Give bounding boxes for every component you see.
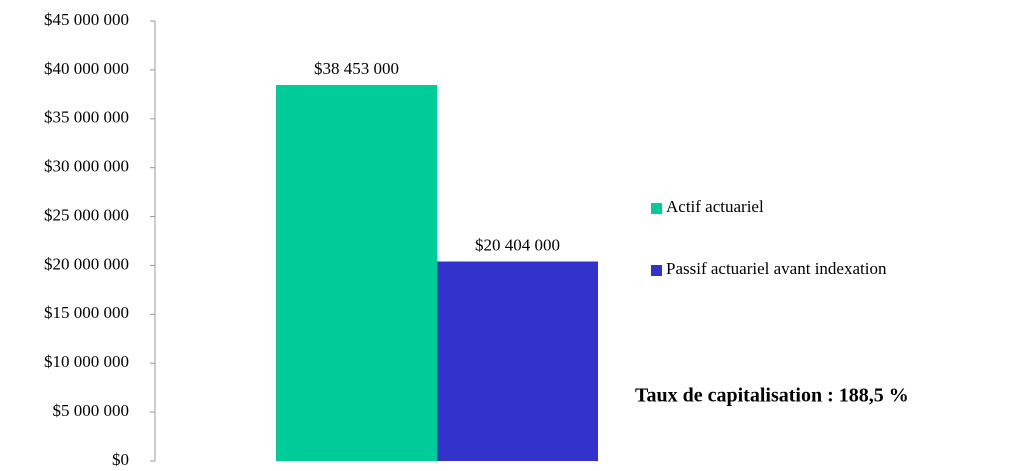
y-tick-label: $40 000 000: [44, 59, 129, 78]
data-label: $38 453 000: [314, 59, 399, 78]
data-label: $20 404 000: [475, 235, 560, 254]
y-tick-label: $0: [112, 450, 129, 469]
bar: [437, 261, 598, 461]
legend-label: Passif actuariel avant indexation: [666, 259, 887, 278]
y-tick-label: $45 000 000: [44, 10, 129, 29]
legend-label: Actif actuariel: [666, 197, 764, 216]
y-tick-label: $20 000 000: [44, 254, 129, 273]
y-tick-label: $25 000 000: [44, 205, 129, 224]
y-tick-label: $15 000 000: [44, 303, 129, 322]
y-tick-label: $35 000 000: [44, 108, 129, 127]
annotation: Taux de capitalisation : 188,5 %: [635, 385, 909, 407]
y-tick-label: $10 000 000: [44, 352, 129, 371]
bar: [276, 85, 437, 462]
y-tick-label: $30 000 000: [44, 157, 129, 176]
legend-swatch: [651, 265, 662, 276]
legend-swatch: [651, 203, 662, 214]
y-tick-label: $5 000 000: [53, 401, 130, 420]
